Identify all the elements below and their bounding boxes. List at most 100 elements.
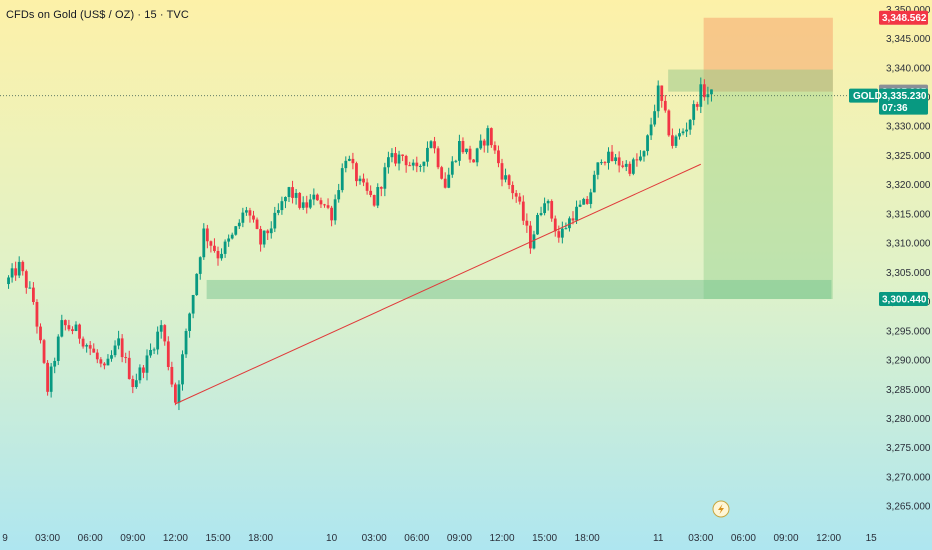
y-tick-label: 3,270.000: [886, 472, 931, 483]
candle: [468, 145, 472, 163]
candle: [35, 299, 39, 334]
candle: [266, 229, 270, 240]
candle: [433, 136, 436, 154]
candle: [195, 273, 199, 296]
candle: [106, 354, 110, 366]
candle: [642, 150, 646, 162]
candle: [60, 314, 64, 338]
candle: [397, 150, 401, 171]
candle: [220, 248, 223, 261]
x-tick-label: 12:00: [163, 533, 188, 544]
candle: [550, 199, 554, 222]
candle: [95, 349, 99, 364]
candle: [78, 323, 81, 344]
candle: [284, 196, 287, 209]
candle: [624, 160, 628, 172]
candle: [585, 196, 589, 205]
candle: [237, 219, 241, 229]
candle: [695, 101, 699, 111]
take-profit-zone[interactable]: [703, 91, 833, 300]
candle: [365, 178, 369, 195]
candle: [355, 161, 358, 187]
candle: [582, 197, 586, 205]
candle: [660, 85, 664, 108]
candle: [404, 154, 408, 173]
candle: [511, 181, 515, 200]
x-tick-label: 03:00: [688, 533, 713, 544]
candle: [127, 350, 131, 380]
trendline[interactable]: [175, 163, 702, 405]
x-tick-label: 11: [653, 533, 664, 544]
candle: [17, 256, 21, 279]
candle: [376, 183, 380, 209]
svg-text:3,348.562: 3,348.562: [882, 13, 927, 24]
candle: [631, 157, 635, 176]
candle: [411, 159, 415, 171]
candle: [234, 225, 238, 236]
candle: [216, 246, 220, 266]
time-axis[interactable]: 9 03:00 06:00 09:00 12:00 15:00 18:00 10 03:00 06…: [2, 533, 877, 544]
candle: [362, 173, 365, 187]
lightning-icon[interactable]: [712, 500, 730, 518]
candle: [344, 156, 348, 173]
candle: [347, 155, 351, 162]
y-tick-label: 3,320.000: [886, 180, 931, 191]
candle: [649, 117, 653, 140]
candle: [358, 175, 362, 185]
candle: [113, 340, 117, 358]
y-tick-label: 3,325.000: [886, 151, 931, 162]
candle: [259, 225, 262, 252]
candle: [351, 152, 355, 170]
candle: [159, 320, 163, 339]
candle: [454, 159, 458, 163]
candle: [49, 362, 53, 398]
x-tick-label: 18:00: [575, 533, 600, 544]
candle: [543, 197, 546, 216]
candle: [472, 158, 475, 163]
candle: [14, 261, 18, 281]
x-tick-label: 03:00: [35, 533, 60, 544]
candle: [24, 269, 28, 294]
lines-layer: [0, 95, 880, 405]
candle: [372, 194, 376, 207]
candle: [145, 349, 149, 381]
candle: [326, 198, 330, 210]
y-tick-label: 3,275.000: [886, 443, 931, 454]
candle: [536, 212, 539, 235]
y-tick-label: 3,345.000: [886, 34, 931, 45]
candle: [248, 207, 252, 223]
candle: [340, 163, 344, 193]
x-tick-label: 10: [326, 533, 338, 544]
candle: [521, 195, 525, 225]
x-tick-label: 15:00: [532, 533, 557, 544]
candle: [319, 197, 323, 208]
candle: [525, 213, 529, 233]
x-tick-label: 9: [2, 533, 8, 544]
candle: [333, 194, 337, 225]
candle: [614, 153, 617, 165]
candle: [323, 203, 326, 208]
support-zone[interactable]: [206, 279, 832, 300]
candle: [63, 319, 67, 331]
candle: [273, 206, 277, 233]
candle: [39, 323, 42, 344]
x-tick-label: 18:00: [248, 533, 273, 544]
candle: [369, 185, 373, 198]
candle: [81, 336, 85, 349]
candle: [461, 137, 465, 154]
candle: [646, 134, 649, 156]
candle: [479, 134, 483, 150]
price-tag: 3,348.562: [879, 10, 928, 25]
candle: [138, 364, 142, 384]
candle: [475, 147, 479, 167]
candle: [205, 224, 209, 249]
candle: [418, 164, 422, 172]
candle: [56, 334, 60, 366]
price-axis[interactable]: 3,265.000 3,270.000 3,275.000 3,280.000 3,28…: [886, 5, 931, 513]
candle: [401, 154, 404, 162]
candle: [450, 156, 454, 178]
candle: [408, 161, 412, 167]
y-tick-label: 3,330.000: [886, 122, 931, 133]
x-tick-label: 06:00: [731, 533, 756, 544]
